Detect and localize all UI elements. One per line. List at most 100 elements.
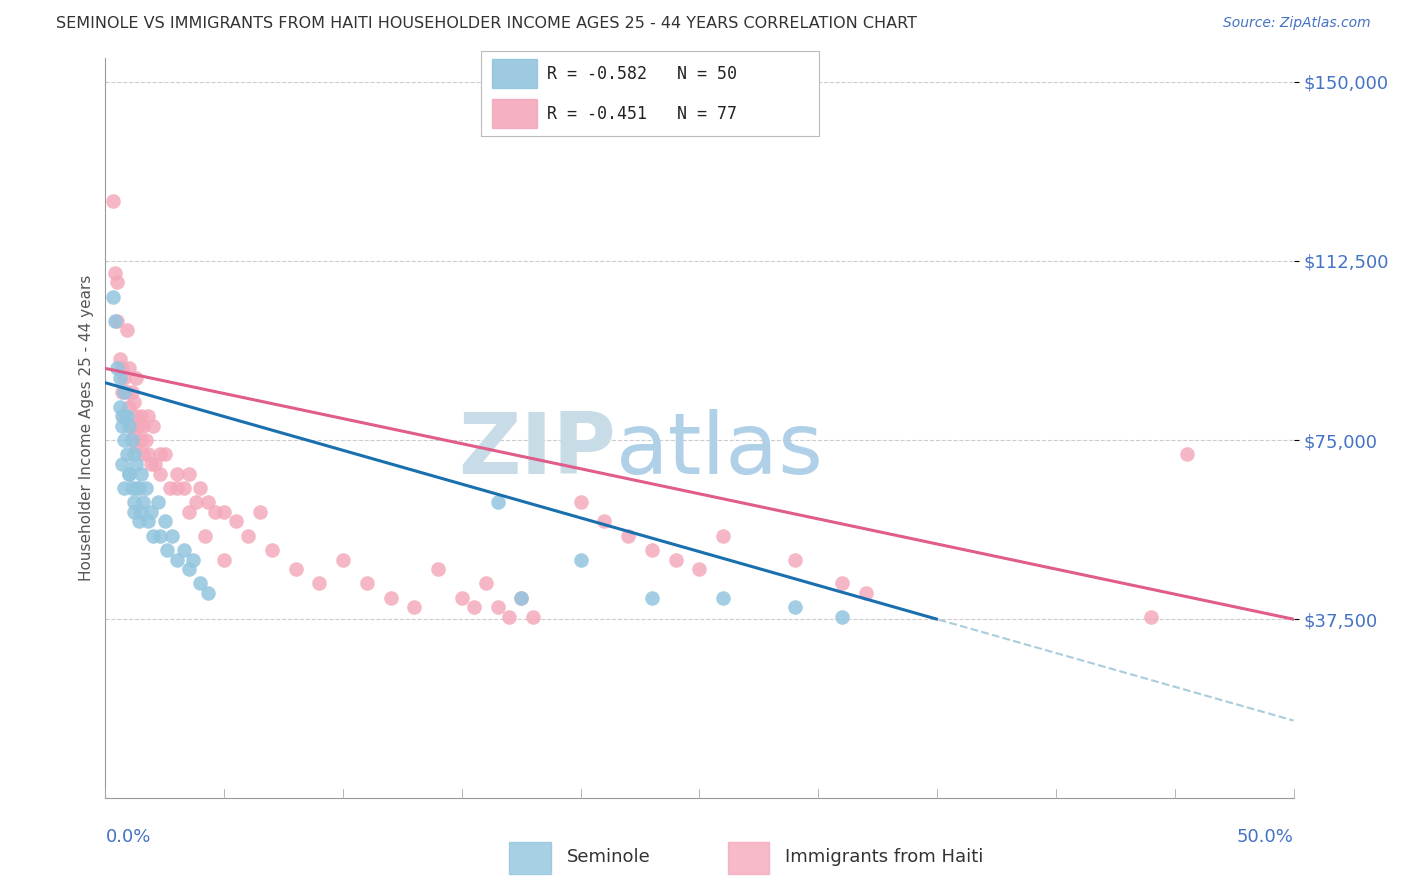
Point — [173, 481, 195, 495]
Point — [104, 314, 127, 328]
Point — [156, 543, 179, 558]
Point — [114, 409, 136, 424]
Text: ZIP: ZIP — [458, 409, 616, 491]
Point — [1140, 610, 1163, 624]
Point — [111, 457, 134, 471]
Point — [125, 409, 148, 424]
Point — [111, 385, 134, 400]
Point — [783, 552, 806, 566]
Point — [190, 576, 212, 591]
Point — [204, 505, 226, 519]
Point — [118, 400, 141, 414]
Point — [236, 528, 259, 542]
Point — [249, 505, 271, 519]
Point — [177, 505, 200, 519]
Point — [122, 505, 145, 519]
Point — [129, 467, 152, 481]
Point — [101, 290, 124, 304]
Point — [135, 433, 157, 447]
Text: Seminole: Seminole — [567, 847, 650, 866]
Point — [114, 433, 136, 447]
Point — [177, 467, 200, 481]
Point — [510, 591, 533, 605]
Point — [122, 395, 145, 409]
Point — [122, 447, 145, 461]
Point — [166, 467, 188, 481]
Text: R = -0.582   N = 50: R = -0.582 N = 50 — [547, 64, 737, 83]
Point — [284, 562, 307, 576]
Point — [132, 495, 155, 509]
Point — [380, 591, 402, 605]
Point — [166, 552, 188, 566]
Point — [146, 495, 169, 509]
Point — [569, 495, 592, 509]
Point — [121, 418, 143, 433]
Point — [183, 552, 205, 566]
Point — [128, 418, 150, 433]
Point — [214, 552, 236, 566]
Point — [153, 447, 176, 461]
Point — [617, 528, 640, 542]
Point — [101, 194, 124, 209]
Point — [356, 576, 378, 591]
Point — [132, 447, 155, 461]
Point — [641, 591, 664, 605]
Point — [783, 600, 806, 615]
Text: 50.0%: 50.0% — [1237, 828, 1294, 846]
Point — [121, 385, 143, 400]
Point — [190, 481, 212, 495]
Point — [711, 591, 734, 605]
Bar — [492, 59, 537, 88]
Point — [194, 528, 217, 542]
Point — [177, 562, 200, 576]
Point — [142, 528, 165, 542]
Point — [118, 467, 141, 481]
Point — [855, 586, 877, 600]
Point — [122, 428, 145, 442]
Text: atlas: atlas — [616, 409, 824, 491]
Text: R = -0.451   N = 77: R = -0.451 N = 77 — [547, 104, 737, 123]
Point — [114, 385, 136, 400]
Point — [486, 600, 509, 615]
Point — [197, 495, 219, 509]
Point — [105, 361, 128, 376]
Point — [129, 433, 152, 447]
Point — [404, 600, 426, 615]
Point — [111, 418, 134, 433]
Bar — [492, 99, 537, 128]
Point — [105, 314, 128, 328]
Point — [153, 514, 176, 528]
Point — [486, 495, 509, 509]
Point — [132, 418, 155, 433]
Point — [149, 447, 172, 461]
Point — [149, 467, 172, 481]
Point — [135, 481, 157, 495]
Point — [136, 447, 159, 461]
Point — [115, 385, 138, 400]
Point — [831, 576, 853, 591]
Point — [125, 371, 148, 385]
Point — [125, 457, 148, 471]
Point — [184, 495, 207, 509]
Text: Immigrants from Haiti: Immigrants from Haiti — [785, 847, 983, 866]
Point — [225, 514, 247, 528]
Point — [111, 409, 134, 424]
Point — [214, 505, 236, 519]
Point — [522, 610, 544, 624]
Point — [118, 418, 141, 433]
Point — [641, 543, 664, 558]
Bar — [509, 842, 551, 874]
FancyBboxPatch shape — [481, 51, 820, 136]
Point — [689, 562, 711, 576]
Point — [474, 576, 496, 591]
Point — [108, 371, 131, 385]
Y-axis label: Householder Income Ages 25 - 44 years: Householder Income Ages 25 - 44 years — [79, 275, 94, 582]
Point — [1175, 447, 1198, 461]
Point — [114, 481, 136, 495]
Point — [114, 371, 136, 385]
Point — [143, 457, 166, 471]
Point — [128, 481, 150, 495]
Point — [121, 433, 143, 447]
Point — [149, 528, 172, 542]
Point — [139, 457, 162, 471]
